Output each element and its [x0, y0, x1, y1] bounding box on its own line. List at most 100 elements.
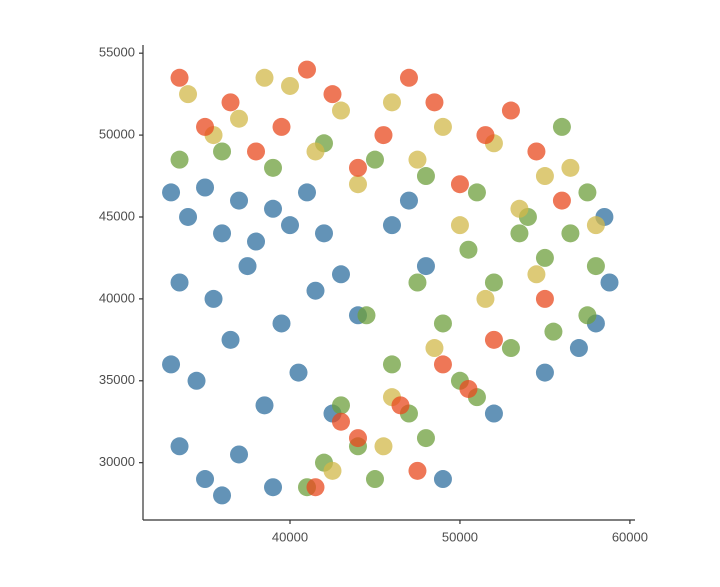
point	[510, 199, 529, 218]
point	[484, 273, 503, 292]
point	[196, 470, 215, 489]
point	[170, 273, 189, 292]
point	[230, 109, 249, 128]
point	[331, 412, 350, 431]
point	[196, 117, 215, 136]
point	[255, 68, 274, 87]
point	[569, 339, 588, 358]
point	[331, 396, 350, 415]
point	[552, 117, 571, 136]
point	[416, 429, 435, 448]
point	[170, 150, 189, 169]
point	[170, 68, 189, 87]
point	[230, 191, 249, 210]
point	[281, 216, 300, 235]
point	[298, 60, 316, 79]
point	[272, 314, 291, 333]
point	[238, 257, 257, 276]
point	[399, 191, 418, 210]
point	[179, 85, 198, 104]
point	[281, 76, 300, 95]
point	[578, 183, 597, 202]
point	[255, 396, 274, 415]
y-tick-label: 45000	[99, 208, 135, 223]
point	[196, 178, 215, 197]
point	[586, 216, 605, 235]
point	[348, 429, 367, 448]
point	[561, 158, 580, 177]
point	[450, 175, 469, 194]
point	[357, 306, 376, 325]
point	[535, 289, 554, 308]
point	[501, 339, 520, 358]
point	[484, 330, 503, 349]
point	[289, 363, 308, 382]
point	[213, 142, 232, 161]
y-tick-label: 50000	[99, 127, 135, 142]
point	[230, 445, 249, 464]
point	[467, 183, 486, 202]
point	[544, 322, 563, 341]
point	[382, 93, 401, 112]
point	[408, 461, 427, 480]
point	[306, 142, 325, 161]
point	[314, 224, 333, 243]
point	[162, 355, 181, 374]
point	[450, 216, 469, 235]
point	[331, 101, 350, 120]
point	[323, 461, 342, 480]
y-tick-label: 55000	[99, 45, 135, 60]
point	[179, 207, 198, 226]
point	[247, 142, 266, 161]
point	[348, 158, 367, 177]
point	[382, 216, 401, 235]
point	[561, 224, 580, 243]
point	[527, 265, 546, 284]
x-tick-label: 40000	[272, 529, 308, 544]
point	[221, 330, 240, 349]
point	[306, 281, 325, 300]
point	[535, 248, 554, 267]
point	[221, 93, 240, 112]
point	[348, 175, 367, 194]
point	[433, 470, 452, 489]
point	[433, 355, 452, 374]
point	[578, 306, 597, 325]
point	[586, 257, 605, 276]
point	[272, 117, 291, 136]
point	[365, 150, 384, 169]
point	[399, 68, 418, 87]
point	[535, 363, 554, 382]
point	[187, 371, 206, 390]
point	[416, 257, 435, 276]
point	[408, 150, 427, 169]
point	[264, 478, 283, 497]
point	[204, 289, 223, 308]
point	[331, 265, 350, 284]
point	[374, 126, 393, 145]
point	[264, 199, 283, 218]
point	[162, 183, 181, 202]
point	[391, 396, 410, 415]
point	[433, 117, 452, 136]
point	[425, 339, 444, 358]
point	[459, 379, 478, 398]
y-tick-label: 30000	[99, 454, 135, 469]
point	[484, 404, 503, 423]
x-tick-label: 60000	[612, 529, 648, 544]
point	[247, 232, 266, 251]
point	[425, 93, 444, 112]
point	[433, 314, 452, 333]
point	[535, 167, 554, 186]
point	[510, 224, 529, 243]
point	[552, 191, 571, 210]
point	[213, 486, 232, 505]
point	[213, 224, 232, 243]
point	[382, 355, 401, 374]
point	[323, 85, 342, 104]
point	[476, 126, 495, 145]
point	[264, 158, 283, 177]
point	[527, 142, 546, 161]
x-tick-label: 50000	[442, 529, 478, 544]
